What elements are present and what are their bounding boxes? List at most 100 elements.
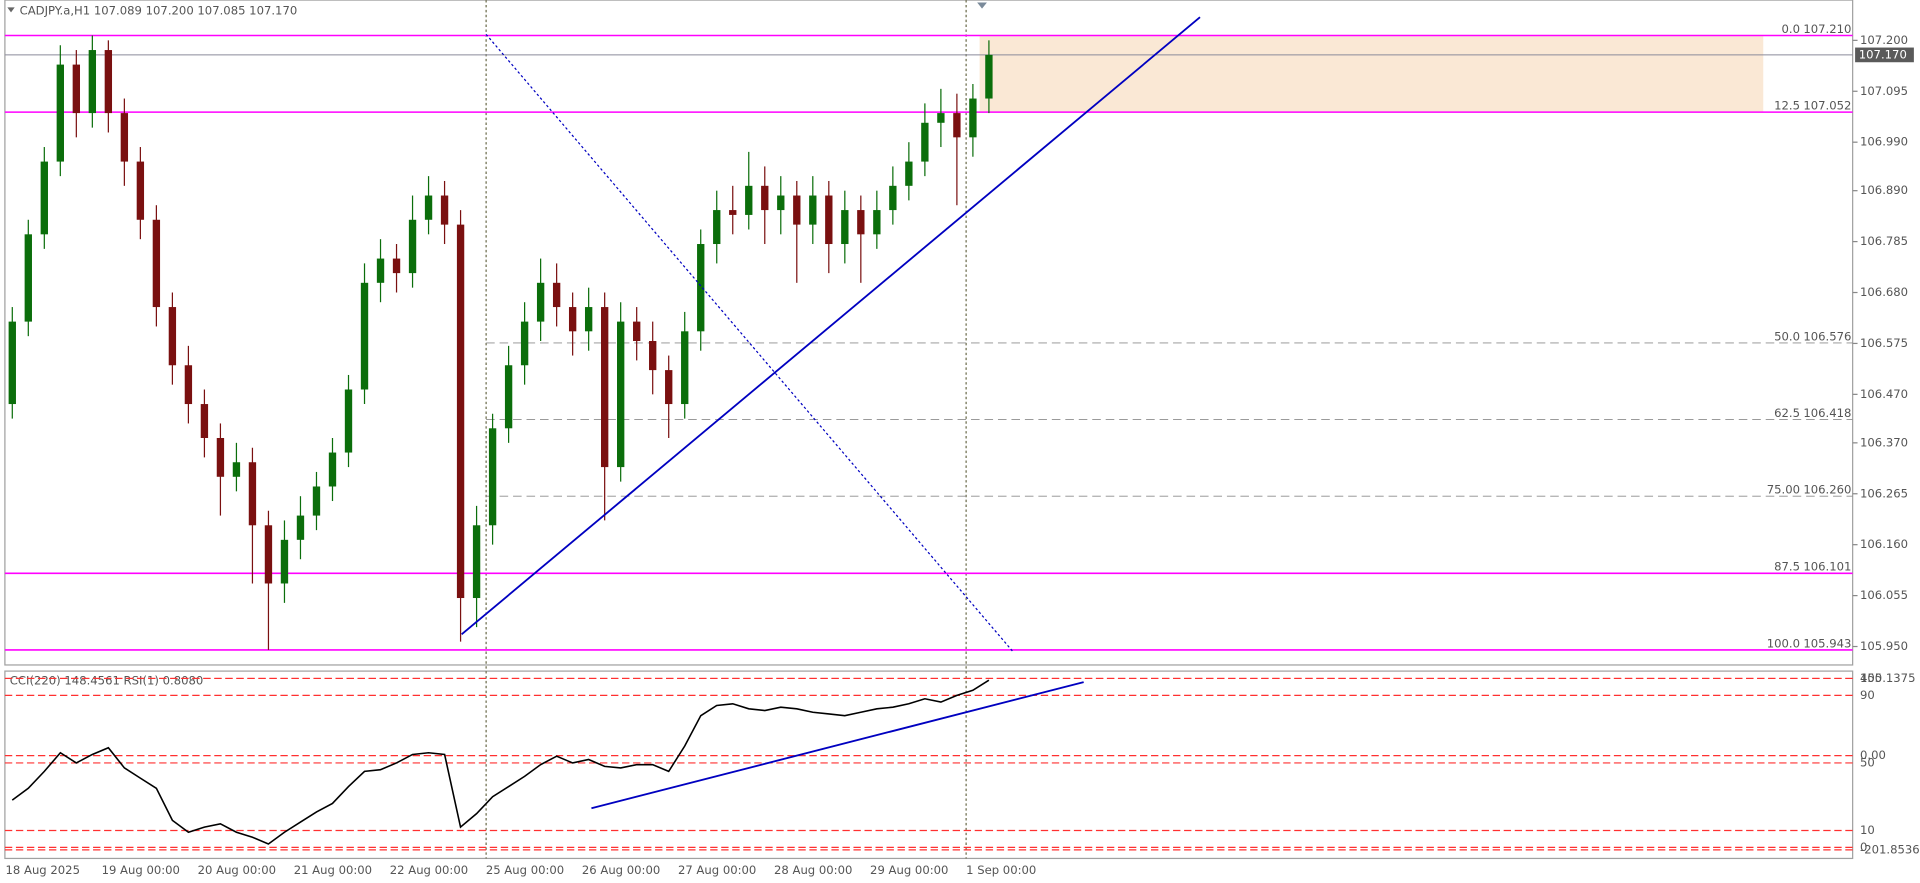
x-tick-label: 27 Aug 00:00 xyxy=(678,863,756,877)
candle-body xyxy=(520,321,529,366)
y-tick-label: 106.265 xyxy=(1860,486,1908,500)
candle-body xyxy=(617,321,625,468)
y-tick-label: 106.160 xyxy=(1860,537,1908,551)
x-tick-label: 29 Aug 00:00 xyxy=(870,863,948,877)
menu-arrow xyxy=(7,7,15,13)
y-tick-label: 106.785 xyxy=(1860,234,1908,248)
cci-tick-label: 455.1375 xyxy=(1860,671,1915,685)
y-tick-label: 106.890 xyxy=(1860,183,1908,197)
candle-body xyxy=(873,210,881,235)
candle-body xyxy=(152,219,161,308)
candle-body xyxy=(440,195,449,225)
candle-body xyxy=(376,258,385,283)
y-tick-label: 10 xyxy=(1860,823,1875,837)
candle-body xyxy=(697,244,705,332)
candle-body xyxy=(937,113,945,123)
candle-body xyxy=(456,224,465,599)
candle-body xyxy=(825,195,833,245)
candle-body xyxy=(104,50,113,114)
x-tick-label: 19 Aug 00:00 xyxy=(102,863,180,877)
candle-body xyxy=(809,195,817,225)
candle-body xyxy=(649,341,657,371)
cci-tick-label: -201.8536 xyxy=(1860,842,1920,856)
candle-body xyxy=(857,210,865,235)
zone-layer xyxy=(979,35,1764,113)
candle-body xyxy=(280,539,289,584)
candle-body xyxy=(841,210,849,245)
fib-value-label: 106.418 xyxy=(1803,406,1851,420)
candle-body xyxy=(488,428,497,526)
y-tick-label: 107.095 xyxy=(1860,84,1908,98)
candle-body xyxy=(296,515,305,540)
candle-body xyxy=(504,365,513,429)
candle-body xyxy=(665,370,673,405)
y-tick-label: 105.950 xyxy=(1860,639,1908,653)
y-tick-label: 50 xyxy=(1860,755,1875,769)
y-tick-label: 100 xyxy=(1860,671,1882,685)
trend-line xyxy=(461,16,1201,636)
fib-level-label: 100.0 xyxy=(1767,636,1800,650)
y-tick-label: 106.470 xyxy=(1860,387,1908,401)
candle-body xyxy=(568,307,577,332)
candle-body xyxy=(8,321,16,405)
x-tick-label: 21 Aug 00:00 xyxy=(294,863,372,877)
fib-level-label: 75.00 xyxy=(1767,483,1800,497)
candle-body xyxy=(88,50,97,114)
x-tick-label: 26 Aug 00:00 xyxy=(582,863,660,877)
current-price-box xyxy=(1855,47,1914,63)
candle-body xyxy=(729,210,737,215)
x-tick-label: 18 Aug 2025 xyxy=(6,863,80,877)
x-tick-label: 1 Sep 00:00 xyxy=(966,863,1036,877)
fib-level-label: 62.5 xyxy=(1774,406,1800,420)
fib-value-label: 107.052 xyxy=(1803,98,1851,112)
indicator-line xyxy=(11,679,990,845)
candle-body xyxy=(168,307,177,366)
candle-body xyxy=(72,64,81,114)
candle-body xyxy=(408,219,417,274)
y-tick-label: 106.680 xyxy=(1860,285,1908,299)
candle-body xyxy=(40,161,48,235)
marks-layer: 107.200 107.095 106.990 106.890 106.785 106.6… xyxy=(4,22,1920,877)
candle-body xyxy=(136,161,145,220)
candle-body xyxy=(985,54,993,99)
current-price-label: 107.170 xyxy=(1859,47,1907,61)
y-tick-label: 90 xyxy=(1860,688,1875,702)
y-tick-label: 106.575 xyxy=(1860,336,1908,350)
shift-marker xyxy=(977,2,987,9)
y-tick-label: 106.055 xyxy=(1860,588,1908,602)
candle-body xyxy=(633,321,641,342)
candle-body xyxy=(392,258,401,274)
candle-body xyxy=(248,462,257,526)
candle-body xyxy=(777,195,785,211)
fib-value-label: 107.210 xyxy=(1803,22,1851,36)
candle-body xyxy=(424,195,433,220)
candle-body xyxy=(200,404,209,438)
trend-line-dotted xyxy=(485,33,1015,654)
fib-value-label: 106.576 xyxy=(1803,329,1851,343)
candle-body xyxy=(120,113,129,162)
candle-body xyxy=(584,307,593,332)
candle-body xyxy=(681,331,689,405)
candle-body xyxy=(921,122,929,162)
cci-tick-label: 0.00 xyxy=(1860,748,1886,762)
y-tick-label: 106.990 xyxy=(1860,135,1908,149)
candle-body xyxy=(953,113,961,138)
candle-body xyxy=(472,525,481,599)
fib-value-label: 106.260 xyxy=(1803,483,1851,497)
fib-value-label: 105.943 xyxy=(1803,636,1851,650)
candle-body xyxy=(56,64,64,162)
indicator-title: CCI(220) 148.4561 RSI(1) 0.8080 xyxy=(10,673,204,687)
candle-body xyxy=(328,452,337,487)
x-tick-label: 28 Aug 00:00 xyxy=(774,863,852,877)
x-tick-label: 22 Aug 00:00 xyxy=(390,863,468,877)
y-tick-label: 0 xyxy=(1860,840,1867,854)
candle-body xyxy=(793,195,801,225)
candle-body xyxy=(360,282,369,390)
candle-body xyxy=(552,282,561,308)
y-tick-label: 107.200 xyxy=(1860,33,1908,47)
x-tick-label: 20 Aug 00:00 xyxy=(198,863,276,877)
candle-body xyxy=(745,185,753,215)
